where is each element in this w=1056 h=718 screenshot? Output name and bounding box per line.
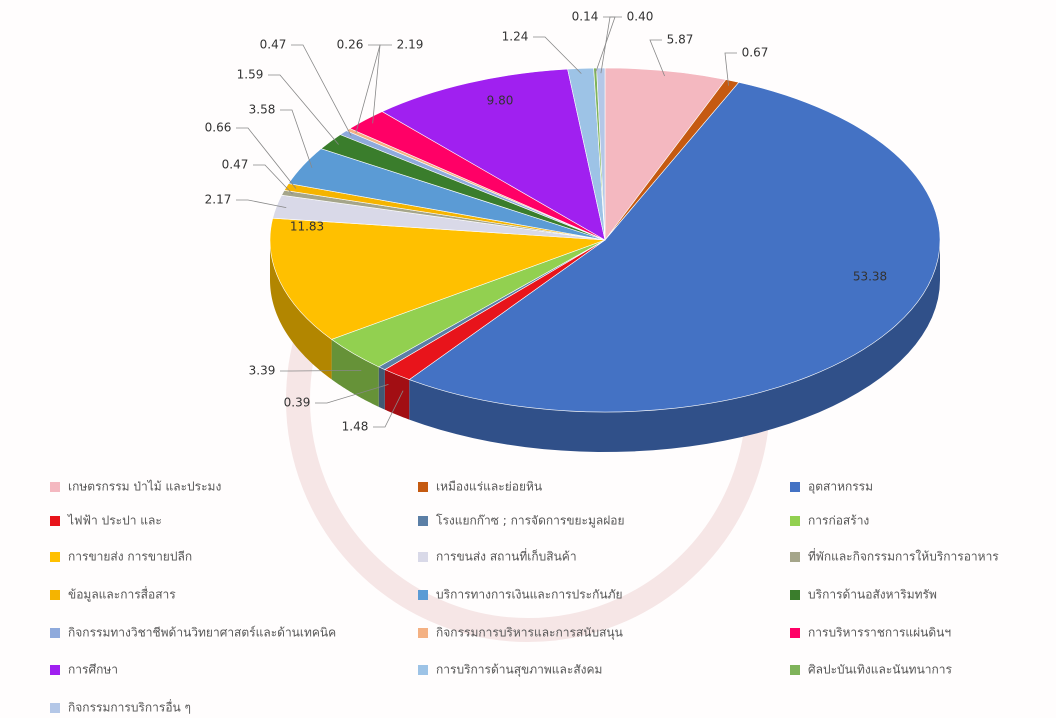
legend-swatch	[50, 516, 60, 526]
legend-swatch	[50, 628, 60, 638]
data-label: 1.48	[342, 420, 369, 434]
data-label: 1.24	[502, 30, 529, 44]
legend-label: ข้อมูลและการสื่อสาร	[68, 586, 176, 603]
data-label: 53.38	[853, 270, 887, 284]
legend-label: กิจกรรมการบริการอื่น ๆ	[68, 699, 191, 715]
data-label: 0.40	[627, 10, 654, 24]
legend-swatch	[790, 482, 800, 492]
legend-label: การศึกษา	[68, 663, 118, 677]
data-label: 0.39	[284, 396, 311, 410]
data-label: 3.58	[249, 103, 276, 117]
legend-label: โรงแยกก๊าซ ; การจัดการขยะมูลฝอย	[436, 514, 625, 529]
legend-label: ที่พักและกิจกรรมการให้บริการอาหาร	[808, 548, 999, 564]
slice-side	[379, 367, 385, 410]
legend-swatch	[790, 590, 800, 600]
legend-swatch	[418, 482, 428, 492]
legend-label: เกษตรกรรม ป่าไม้ และประมง	[68, 480, 221, 494]
legend-label: บริการทางการเงินและการประกันภัย	[436, 588, 623, 602]
legend-swatch	[418, 552, 428, 562]
legend-swatch	[418, 590, 428, 600]
data-label: 0.14	[572, 10, 599, 24]
legend-swatch	[790, 552, 800, 562]
legend-label: การก่อสร้าง	[808, 514, 869, 528]
legend-label: กิจกรรมทางวิชาชีพด้านวิทยาศาสตร์และด้านเ…	[68, 626, 336, 640]
legend-swatch	[790, 628, 800, 638]
data-label: 1.59	[237, 68, 264, 82]
legend-label: การขายส่ง การขายปลีก	[68, 550, 192, 564]
data-label: 0.26	[337, 38, 364, 52]
legend-label: การบริการด้านสุขภาพและสังคม	[436, 663, 602, 678]
legend-swatch	[418, 665, 428, 675]
data-label: 5.87	[667, 33, 694, 47]
data-label: 11.83	[290, 220, 324, 234]
data-label: 3.39	[249, 364, 276, 378]
legend-swatch	[418, 516, 428, 526]
legend-label: การขนส่ง สถานที่เก็บสินค้า	[436, 548, 577, 564]
data-label: 9.80	[487, 94, 514, 108]
legend-label: การบริหารราชการแผ่นดินฯ	[808, 626, 951, 640]
legend-label: บริการด้านอสังหาริมทรัพ	[808, 588, 937, 602]
legend-swatch	[50, 665, 60, 675]
legend-label: กิจกรรมการบริหารและการสนับสนุน	[436, 626, 623, 641]
legend-swatch	[50, 590, 60, 600]
legend-swatch	[50, 703, 60, 713]
legend-label: อุตสาหกรรม	[808, 480, 873, 495]
legend-swatch	[418, 628, 428, 638]
legend-swatch	[50, 482, 60, 492]
legend-swatch	[790, 516, 800, 526]
legend-swatch	[50, 552, 60, 562]
legend-label: ไฟฟ้า ประปา และ	[67, 514, 162, 528]
legend-label: เหมืองแร่และย่อยหิน	[436, 480, 542, 494]
data-label: 2.17	[205, 193, 232, 207]
legend-swatch	[790, 665, 800, 675]
data-label: 0.66	[205, 121, 232, 135]
legend-label: ศิลปะบันเทิงและนันทนาการ	[808, 663, 953, 677]
chart: 5.87 0.67 53.38 1.48 0.39 3.39 11.83 2.17 0.47 0.…	[0, 0, 1056, 718]
data-label: 0.67	[742, 46, 769, 60]
data-label: 0.47	[260, 38, 287, 52]
data-label: 2.19	[397, 38, 424, 52]
data-label: 0.47	[222, 158, 249, 172]
